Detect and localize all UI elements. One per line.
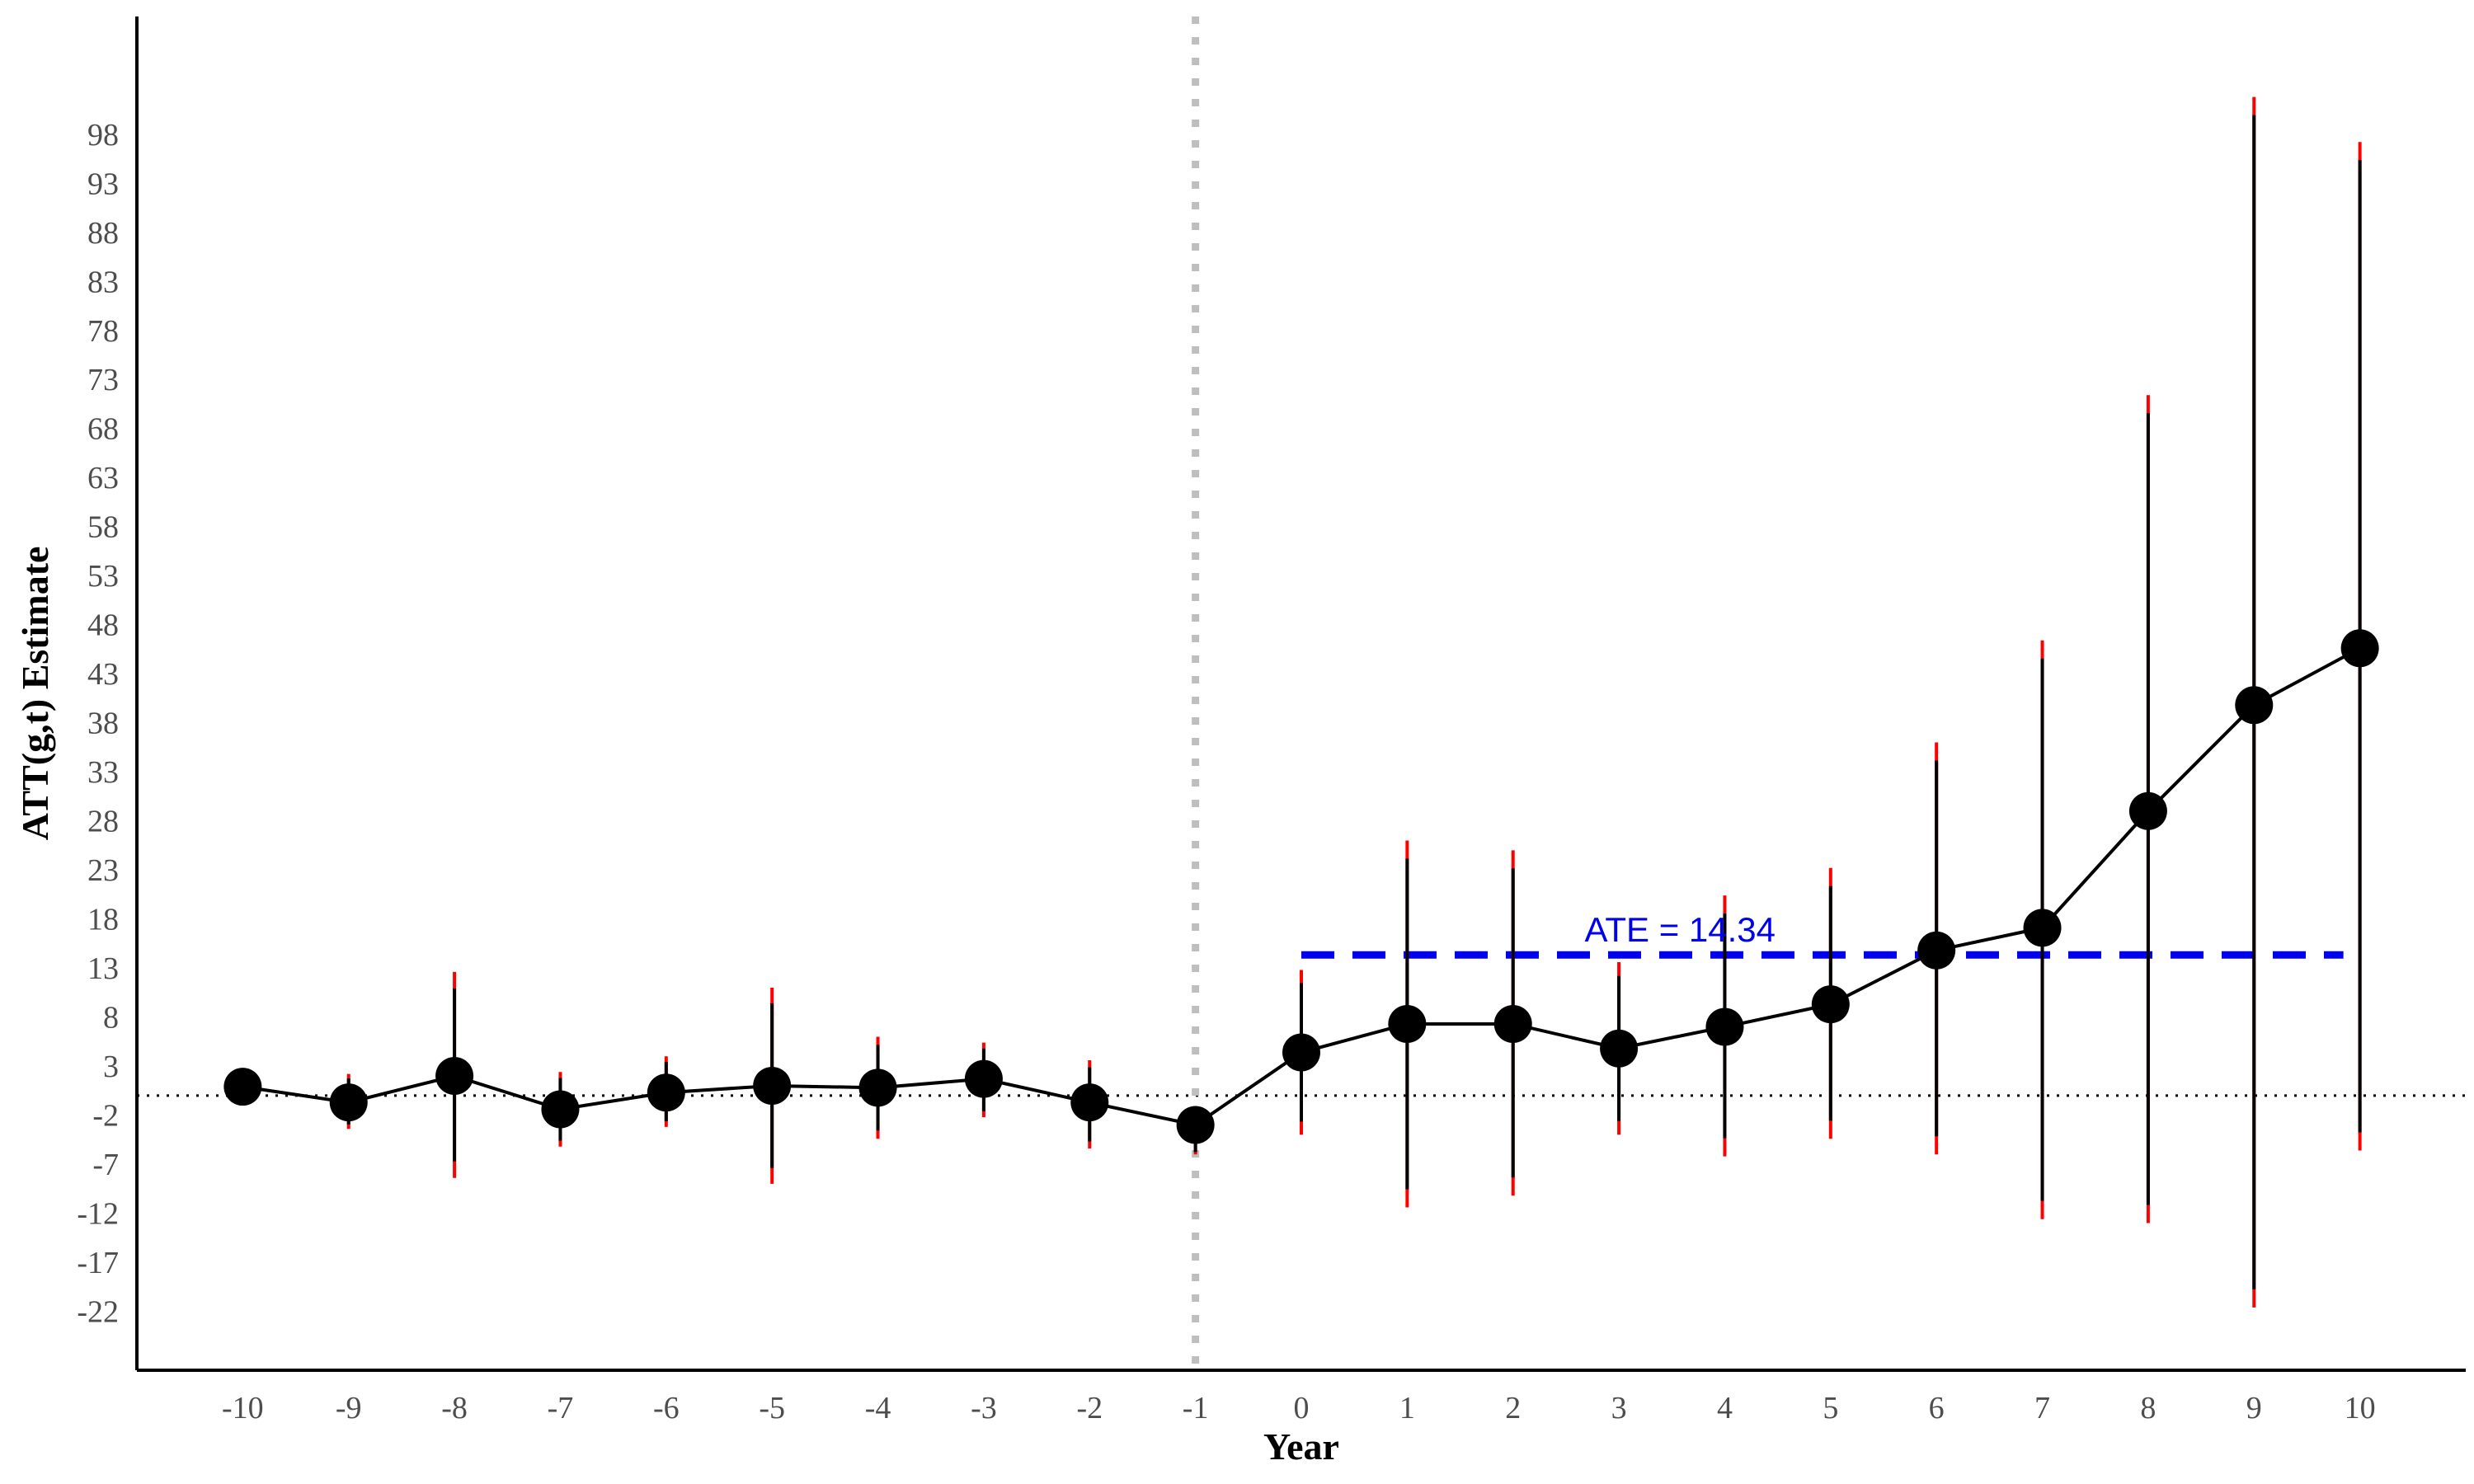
x-tick-label: -6	[653, 1391, 680, 1425]
estimate-point	[1176, 1106, 1215, 1144]
x-tick-label: 1	[1399, 1391, 1415, 1425]
axes: -10 -9 -8 -7 -6 -5 -4 -3 -2 -1 0 1 2 3 4 5 6 7 8 9 109893888…	[77, 16, 2466, 1425]
estimate-point	[1917, 931, 1956, 970]
estimate-point	[435, 1057, 474, 1096]
estimate-point	[1705, 1007, 1744, 1046]
estimate-point	[2235, 686, 2274, 725]
x-tick-label: -4	[865, 1391, 891, 1425]
y-axis-title: ATT(g,t) Estimate	[14, 547, 56, 841]
y-tick-label: 13	[87, 951, 119, 986]
estimate-point	[1282, 1033, 1320, 1072]
y-tick-label: 68	[87, 412, 119, 447]
y-tick-label: 63	[87, 461, 119, 495]
y-tick-label: -22	[77, 1295, 119, 1330]
x-tick-label: -5	[759, 1391, 785, 1425]
y-tick-label: 88	[87, 216, 119, 251]
confidence-intervals	[346, 96, 2362, 1308]
x-tick-label: -10	[222, 1391, 264, 1425]
x-tick-label: 2	[1505, 1391, 1521, 1425]
reference-lines	[137, 16, 2466, 1370]
estimate-point	[2340, 629, 2379, 668]
y-tick-label: 43	[87, 657, 119, 692]
estimate-points	[223, 629, 2379, 1144]
estimate-point	[1388, 1004, 1427, 1043]
y-tick-label: -17	[77, 1246, 119, 1280]
y-tick-label: 83	[87, 265, 119, 299]
y-tick-label: -7	[92, 1148, 119, 1182]
y-tick-label: 38	[87, 707, 119, 741]
estimate-point	[858, 1068, 897, 1107]
y-tick-label: -12	[77, 1197, 119, 1232]
estimate-point	[2128, 791, 2167, 830]
x-tick-label: 9	[2246, 1391, 2262, 1425]
estimate-point	[647, 1073, 685, 1112]
estimate-point	[753, 1066, 792, 1105]
x-axis-title: Year	[1263, 1425, 1339, 1468]
y-tick-label: 8	[103, 1001, 119, 1036]
x-tick-label: 5	[1823, 1391, 1838, 1425]
y-tick-label: 23	[87, 853, 119, 888]
x-tick-label: 10	[2345, 1391, 2376, 1425]
estimate-point	[1493, 1004, 1532, 1043]
x-tick-label: -7	[548, 1391, 574, 1425]
estimate-point	[1600, 1029, 1639, 1068]
x-tick-label: 0	[1294, 1391, 1310, 1425]
x-tick-label: 7	[2034, 1391, 2050, 1425]
labels: ATE = 14.34 Year ATT(g,t) Estimate	[14, 547, 1776, 1468]
estimate-point	[1811, 985, 1850, 1024]
y-tick-label: 98	[87, 118, 119, 153]
y-tick-label: 33	[87, 755, 119, 790]
x-tick-label: -9	[336, 1391, 362, 1425]
estimate-point	[964, 1059, 1003, 1098]
y-tick-label: 3	[103, 1050, 119, 1084]
x-tick-label: -3	[971, 1391, 997, 1425]
ate-label: ATE = 14.34	[1584, 910, 1776, 949]
y-tick-label: 78	[87, 314, 119, 349]
y-tick-label: 18	[87, 903, 119, 937]
estimate-point	[329, 1083, 368, 1122]
x-tick-label: 8	[2140, 1391, 2156, 1425]
x-tick-label: 3	[1611, 1391, 1627, 1425]
x-tick-label: -8	[441, 1391, 468, 1425]
y-tick-label: 28	[87, 805, 119, 839]
estimate-point	[541, 1090, 580, 1129]
x-tick-label: 4	[1717, 1391, 1733, 1425]
y-tick-label: 93	[87, 167, 119, 201]
y-tick-label: 53	[87, 559, 119, 594]
y-tick-label: 73	[87, 363, 119, 397]
y-tick-label: 58	[87, 510, 119, 545]
x-tick-label: -1	[1183, 1391, 1209, 1425]
estimate-point	[1070, 1083, 1109, 1122]
estimate-point	[223, 1068, 262, 1106]
y-tick-label: 48	[87, 608, 119, 643]
x-tick-label: 6	[1929, 1391, 1945, 1425]
x-tick-label: -2	[1076, 1391, 1103, 1425]
y-tick-label: -2	[92, 1099, 119, 1134]
estimate-point	[2023, 909, 2062, 947]
